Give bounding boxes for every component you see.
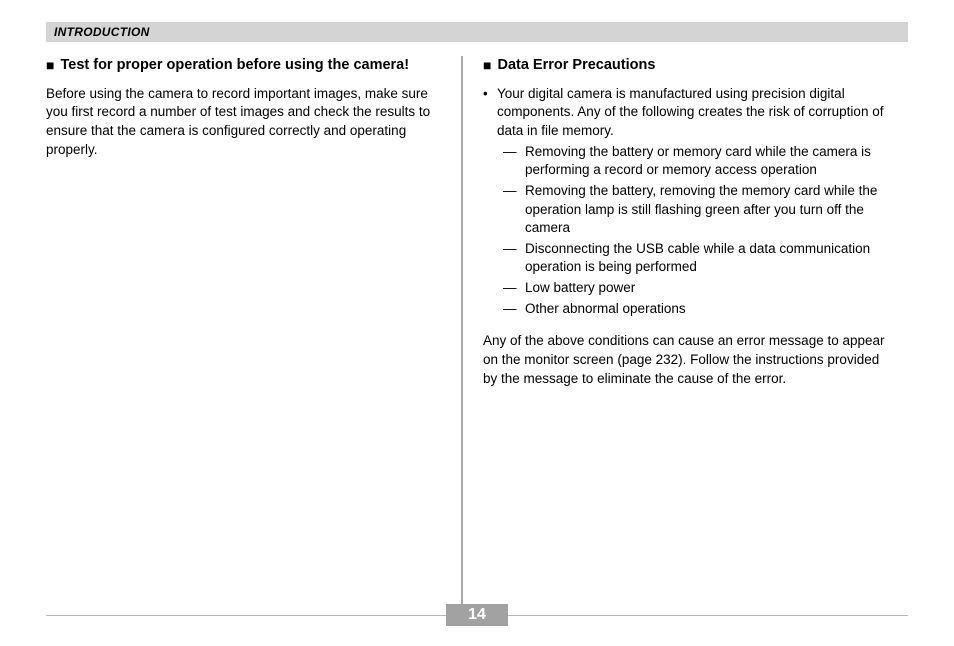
dash-item: — Removing the battery, removing the mem… xyxy=(483,182,893,238)
footer: 14 xyxy=(0,604,954,626)
closing-text: Any of the above conditions can cause an… xyxy=(483,332,893,388)
dash-text: Removing the battery or memory card whil… xyxy=(525,143,893,180)
dash-item: — Disconnecting the USB cable while a da… xyxy=(483,240,893,277)
square-bullet-icon: ■ xyxy=(46,56,54,75)
dash-icon: — xyxy=(503,240,525,277)
page: INTRODUCTION ■ Test for proper operation… xyxy=(0,0,954,618)
page-number: 14 xyxy=(446,604,508,626)
dash-item: — Removing the battery or memory card wh… xyxy=(483,143,893,180)
columns: ■ Test for proper operation before using… xyxy=(46,56,908,618)
dash-text: Other abnormal operations xyxy=(525,300,686,319)
left-heading-text: Test for proper operation before using t… xyxy=(60,56,409,75)
square-bullet-icon: ■ xyxy=(483,56,491,75)
left-heading: ■ Test for proper operation before using… xyxy=(46,56,441,75)
dash-icon: — xyxy=(503,143,525,180)
dash-text: Removing the battery, removing the memor… xyxy=(525,182,893,238)
left-column: ■ Test for proper operation before using… xyxy=(46,56,461,618)
dash-icon: — xyxy=(503,300,525,319)
right-heading-text: Data Error Precautions xyxy=(497,56,655,75)
right-heading: ■ Data Error Precautions xyxy=(483,56,893,75)
dash-item: — Low battery power xyxy=(483,279,893,298)
dash-item: — Other abnormal operations xyxy=(483,300,893,319)
left-body: Before using the camera to record import… xyxy=(46,85,441,160)
bullet-text: Your digital camera is manufactured usin… xyxy=(497,85,893,141)
bullet-item: • Your digital camera is manufactured us… xyxy=(483,85,893,141)
dash-icon: — xyxy=(503,279,525,298)
section-bar: INTRODUCTION xyxy=(46,22,908,42)
dash-icon: — xyxy=(503,182,525,238)
right-column: ■ Data Error Precautions • Your digital … xyxy=(463,56,893,618)
bullet-dot-icon: • xyxy=(483,85,497,141)
dash-text: Disconnecting the USB cable while a data… xyxy=(525,240,893,277)
dash-text: Low battery power xyxy=(525,279,635,298)
section-label: INTRODUCTION xyxy=(54,25,150,39)
